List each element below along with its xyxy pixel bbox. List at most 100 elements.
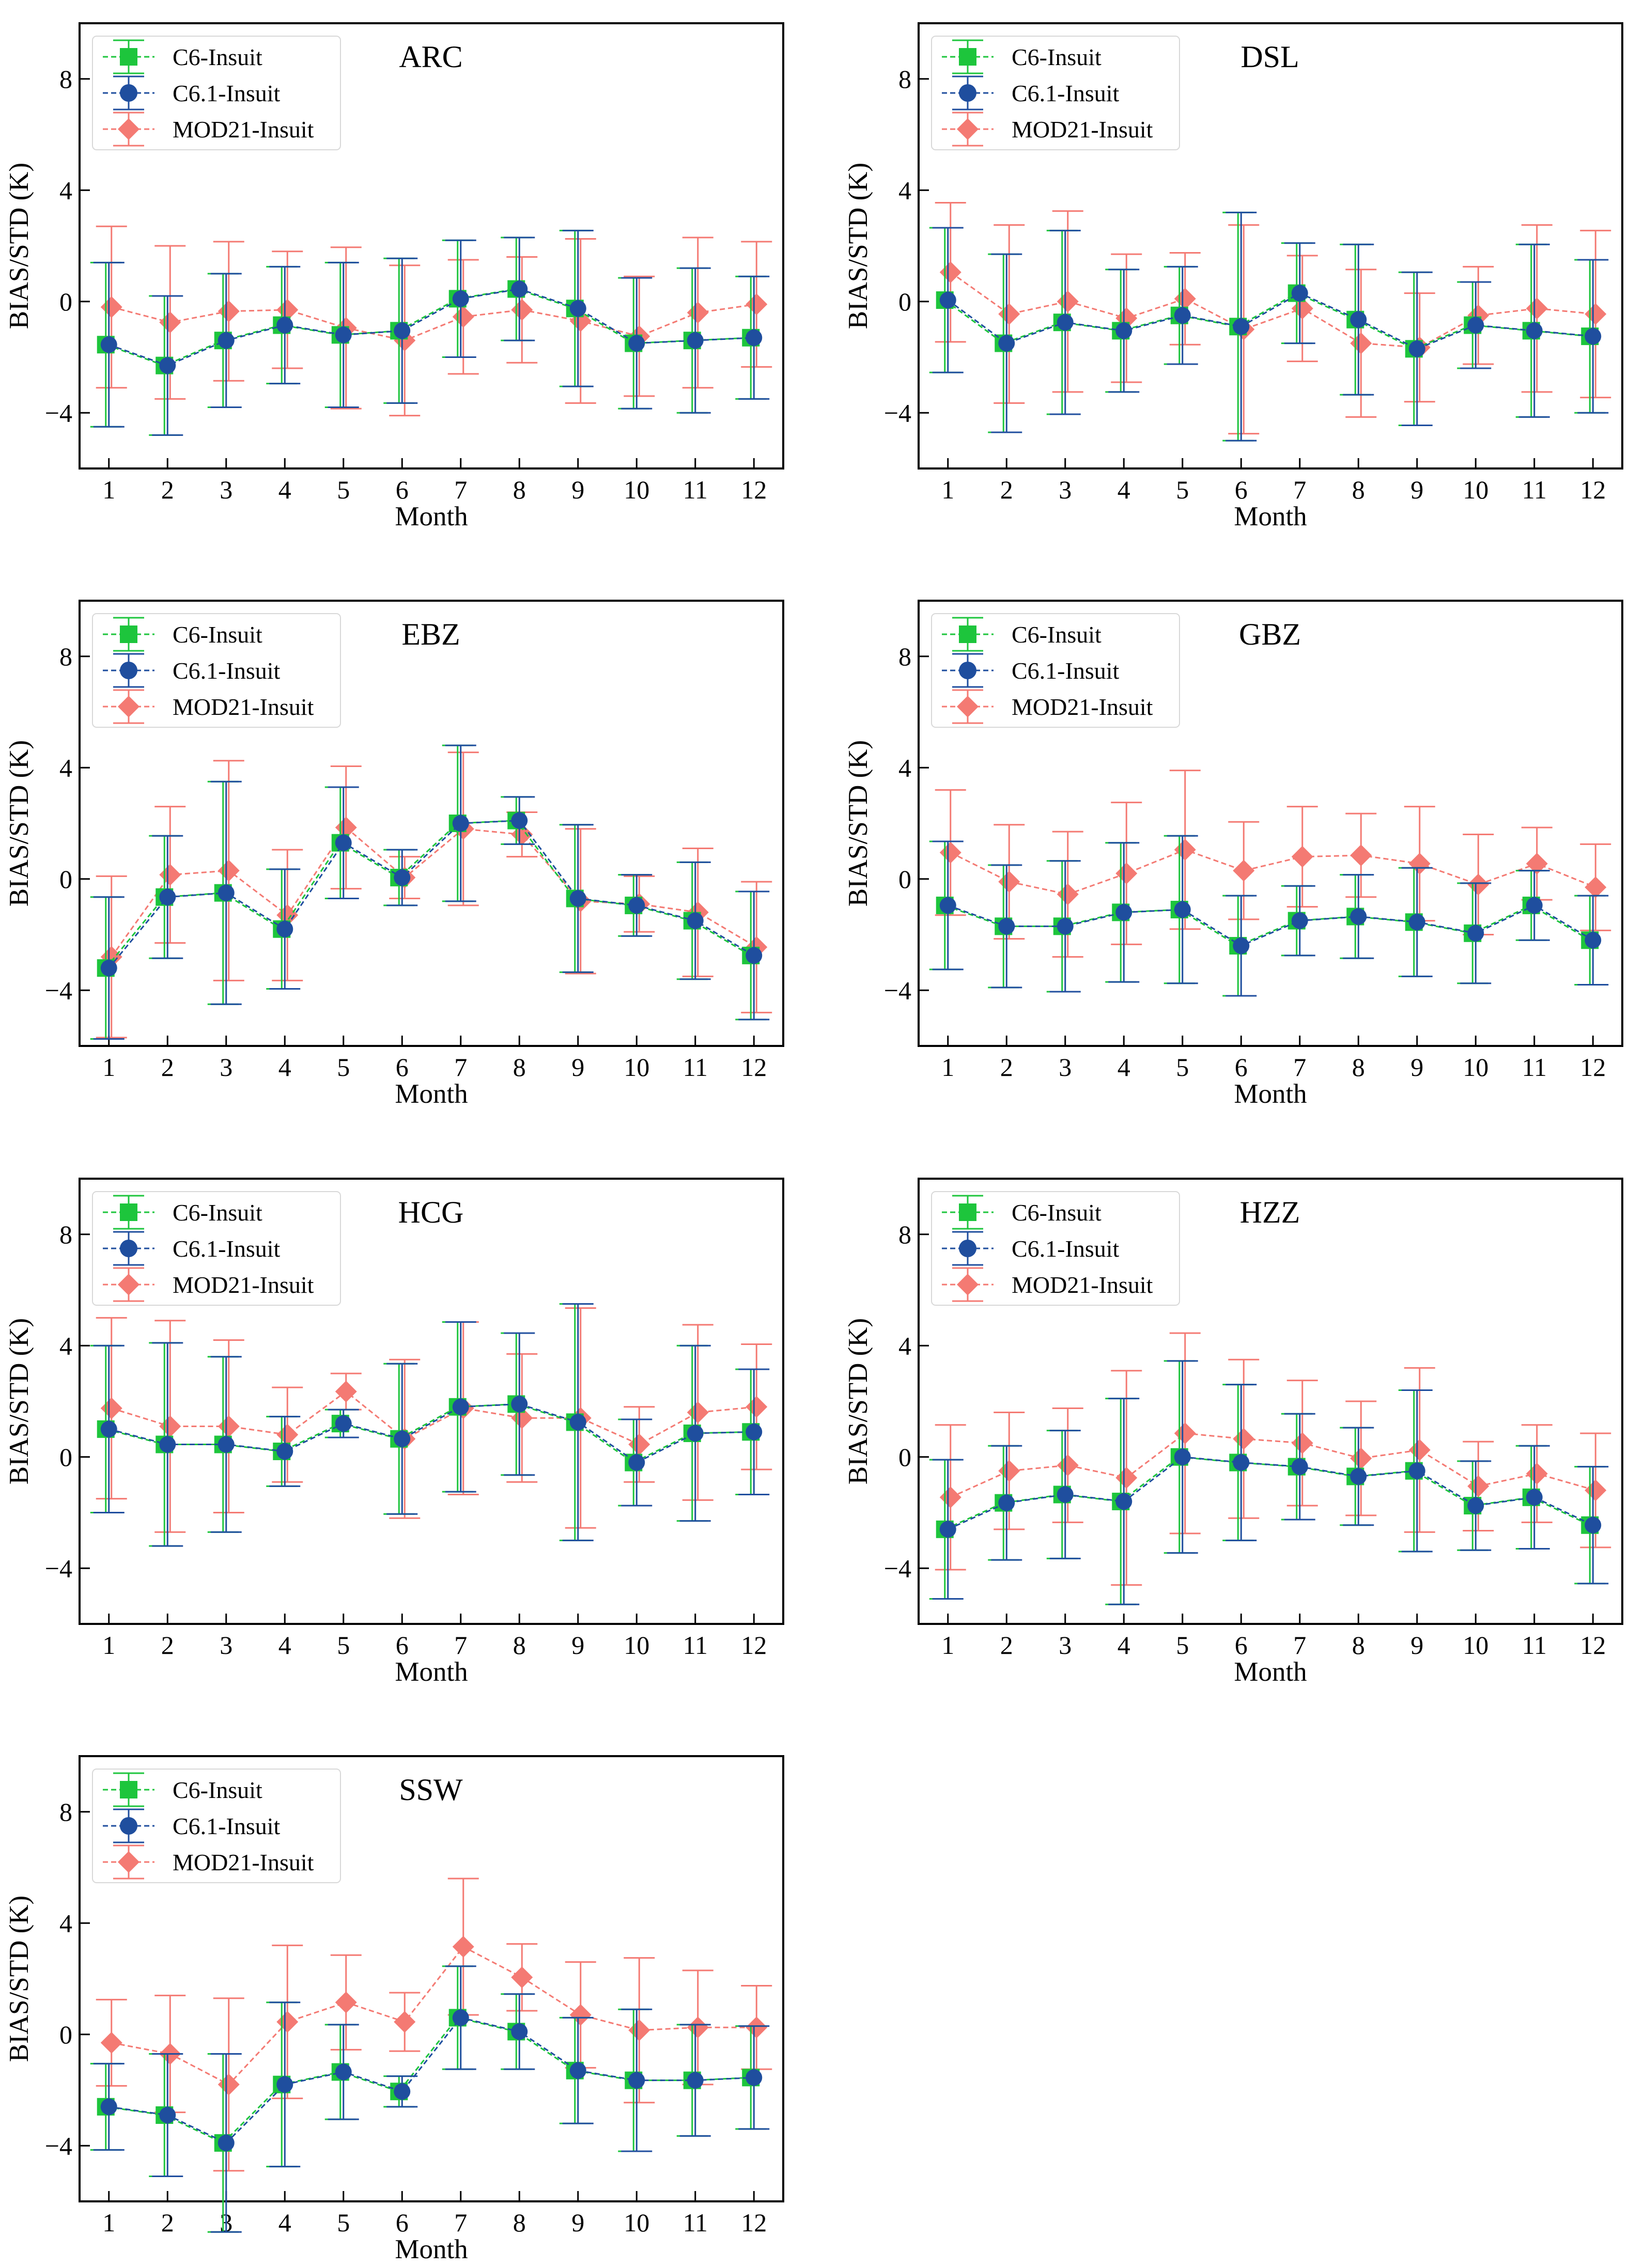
- x-axis-label: Month: [1234, 1079, 1307, 1109]
- legend-marker: [959, 662, 976, 679]
- x-tick-label: 7: [454, 475, 467, 504]
- legend-marker: [957, 1274, 979, 1295]
- x-tick-label: 5: [1176, 1631, 1189, 1660]
- x-tick-label: 12: [1580, 1631, 1606, 1660]
- series-line: [950, 1432, 1596, 1498]
- x-tick-label: 5: [337, 1053, 350, 1082]
- data-point: [394, 2011, 416, 2033]
- data-point: [1291, 846, 1313, 868]
- legend-marker: [118, 118, 139, 140]
- y-axis-label: BIAS/STD (K): [4, 740, 34, 906]
- x-tick-label: 11: [1522, 1631, 1547, 1660]
- data-point: [335, 1991, 357, 2013]
- legend-marker: [118, 1851, 139, 1873]
- legend: C6-Insuit C6.1-Insuit MOD21-Insuit: [92, 613, 341, 728]
- data-point: [1057, 1486, 1074, 1503]
- x-tick-label: 2: [1000, 1631, 1013, 1660]
- series-c6-insuit: [929, 211, 1606, 442]
- data-point: [276, 2076, 293, 2093]
- x-axis-label: Month: [1234, 502, 1307, 531]
- legend-marker: [959, 625, 976, 643]
- x-tick-label: 10: [1463, 1053, 1488, 1082]
- series-line: [105, 288, 751, 367]
- series-line: [950, 849, 1596, 895]
- data-point: [452, 2009, 469, 2026]
- y-tick-label: 4: [59, 1909, 72, 1937]
- data-point: [569, 2004, 592, 2026]
- x-tick-label: 4: [278, 475, 291, 504]
- data-point: [746, 2069, 763, 2086]
- data-point: [276, 920, 293, 937]
- data-point: [1408, 853, 1431, 875]
- series-line: [111, 826, 757, 958]
- series-c6-insuit: [90, 1965, 767, 2233]
- x-tick-label: 6: [1235, 1053, 1248, 1082]
- legend-box: [92, 613, 341, 728]
- x-tick-label: 3: [1059, 1631, 1072, 1660]
- x-tick-label: 9: [1410, 1053, 1423, 1082]
- panel-title: GBZ: [1239, 617, 1301, 651]
- data-point: [1174, 839, 1196, 861]
- series-mod21-insuit: [96, 1878, 772, 2172]
- x-tick-label: 8: [513, 475, 526, 504]
- x-tick-label: 6: [396, 1631, 409, 1660]
- x-tick-label: 5: [337, 2208, 350, 2237]
- data-point: [687, 332, 704, 349]
- data-point: [1585, 932, 1602, 949]
- panel-title: DSL: [1240, 40, 1299, 74]
- legend: C6-Insuit C6.1-Insuit MOD21-Insuit: [92, 36, 341, 150]
- series-c61-insuit: [932, 1360, 1609, 1605]
- series-c6-insuit: [90, 744, 767, 1040]
- data-point: [1585, 1479, 1607, 1501]
- y-tick-label: −4: [45, 2131, 72, 2160]
- data-point: [511, 1396, 528, 1413]
- data-point: [1526, 322, 1543, 339]
- series-mod21-insuit: [96, 225, 772, 417]
- data-point: [1233, 1428, 1255, 1450]
- x-tick-label: 10: [624, 475, 649, 504]
- data-point: [1174, 1448, 1191, 1465]
- x-tick-label: 2: [161, 1631, 174, 1660]
- series-c61-insuit: [93, 744, 770, 1040]
- x-tick-label: 1: [941, 475, 954, 504]
- data-point: [452, 290, 469, 307]
- x-tick-label: 1: [102, 1631, 115, 1660]
- data-point: [218, 884, 235, 901]
- legend-marker: [959, 1203, 976, 1221]
- series-line: [944, 904, 1591, 947]
- y-tick-label: 8: [59, 1797, 72, 1826]
- x-tick-label: 9: [1410, 475, 1423, 504]
- x-tick-label: 5: [1176, 475, 1189, 504]
- x-tick-label: 4: [1118, 1631, 1130, 1660]
- x-tick-label: 8: [513, 2208, 526, 2237]
- y-tick-label: 4: [59, 176, 72, 205]
- legend-label: C6-Insuit: [173, 1199, 262, 1226]
- x-tick-label: 10: [624, 1053, 649, 1082]
- legend-label: C6.1-Insuit: [173, 658, 281, 684]
- data-point: [998, 871, 1020, 893]
- data-point: [1350, 908, 1367, 925]
- series-mod21-insuit: [935, 1332, 1611, 1586]
- x-tick-label: 2: [1000, 1053, 1013, 1082]
- data-point: [100, 1420, 117, 1437]
- legend-label: C6.1-Insuit: [173, 1813, 281, 1839]
- x-tick-label: 6: [396, 1053, 409, 1082]
- data-point: [218, 859, 240, 882]
- axes-frame: [918, 22, 1623, 470]
- data-point: [452, 1936, 474, 1958]
- x-tick-label: 10: [624, 2208, 649, 2237]
- data-point: [1057, 1454, 1079, 1476]
- data-point: [939, 1521, 956, 1538]
- x-tick-label: 6: [396, 2208, 409, 2237]
- x-tick-label: 12: [741, 1053, 767, 1082]
- x-tick-label: 5: [337, 1631, 350, 1660]
- data-point: [452, 306, 474, 328]
- legend-label: MOD21-Insuit: [173, 1272, 314, 1298]
- legend-label: C6-Insuit: [1012, 44, 1101, 70]
- data-point: [687, 912, 704, 929]
- data-point: [1057, 290, 1079, 312]
- x-tick-label: 8: [1352, 1631, 1365, 1660]
- y-tick-label: 8: [59, 642, 72, 671]
- panel-title: SSW: [399, 1773, 463, 1807]
